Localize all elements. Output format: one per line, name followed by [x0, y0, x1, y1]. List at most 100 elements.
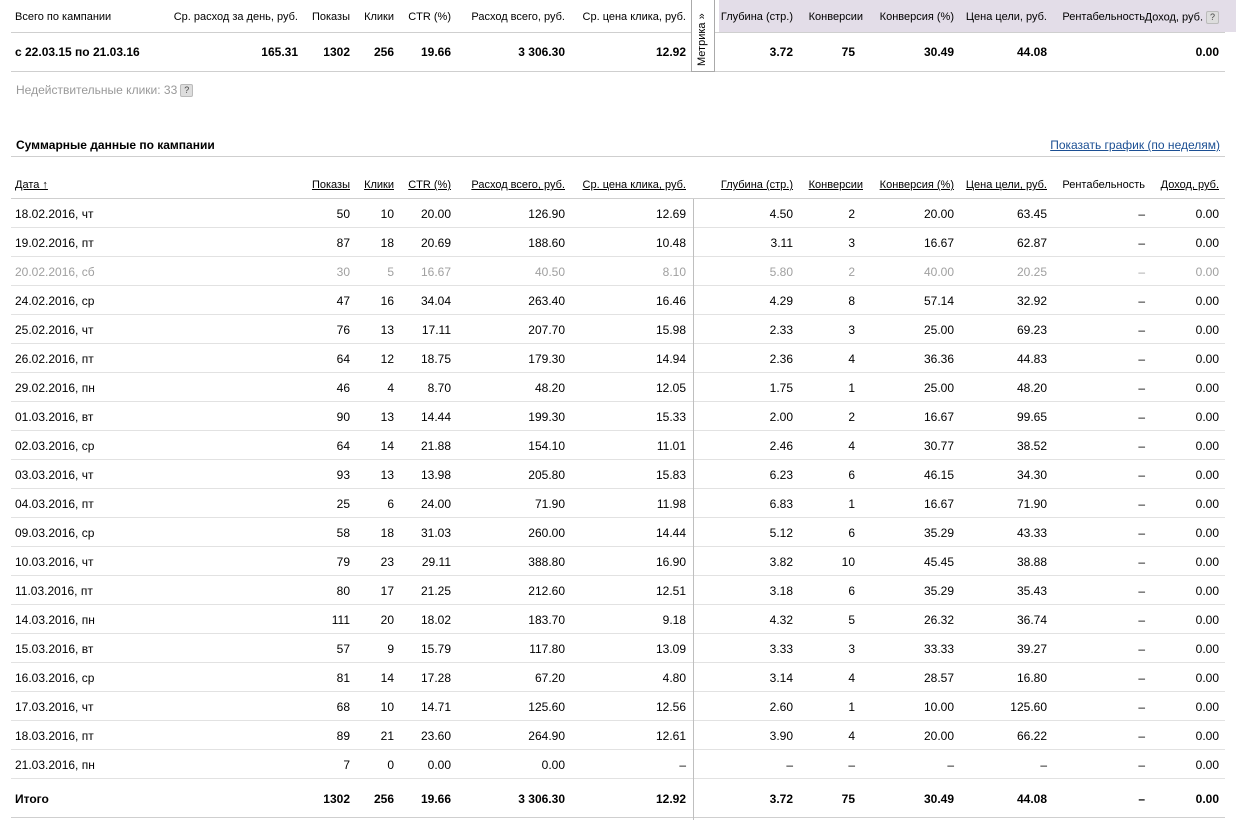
table-row: 04.03.2016, пт 25 6 24.00 71.90 11.98 6.83 1 16.…	[11, 489, 1225, 518]
cell-income: 0.00	[1195, 439, 1219, 453]
cell-clicks: 21	[380, 729, 394, 743]
col-header-total-spend[interactable]: Расход всего, руб.	[471, 179, 565, 191]
cell-clicks: 0	[387, 758, 394, 772]
cell-conversions: 3	[848, 236, 855, 250]
cell-income: 0.00	[1195, 642, 1219, 656]
cell-conv-rate: 16.67	[923, 410, 954, 424]
cell-goal-price: 99.65	[1016, 410, 1047, 424]
cell-conv-rate: 10.00	[923, 700, 954, 714]
metrika-toggle-tab[interactable]: Метрика »	[691, 0, 715, 72]
help-icon[interactable]: ?	[1206, 11, 1219, 24]
cell-profitability: –	[1138, 700, 1145, 714]
summary-income: 0.00	[1195, 45, 1219, 59]
col-header-avg-cpc[interactable]: Ср. цена клика, руб.	[582, 179, 686, 191]
cell-avg-cpc: –	[679, 758, 686, 772]
cell-conversions: 4	[848, 671, 855, 685]
cell-conversions: 4	[848, 352, 855, 366]
cell-income: 0.00	[1195, 236, 1219, 250]
cell-ctr: 17.28	[420, 671, 451, 685]
col-header-clicks[interactable]: Клики	[364, 179, 394, 191]
col-header-income[interactable]: Доход, руб.	[1160, 179, 1219, 191]
cell-impressions: 47	[336, 294, 350, 308]
cell-clicks: 6	[387, 497, 394, 511]
cell-conversions: 6	[848, 526, 855, 540]
cell-total-spend: 71.90	[534, 497, 565, 511]
col-header-conv-rate[interactable]: Конверсия (%)	[879, 179, 954, 191]
cell-conversions: 10	[841, 555, 855, 569]
col-header-ctr[interactable]: CTR (%)	[408, 179, 451, 191]
cell-profitability: –	[1138, 729, 1145, 743]
stats-table: Дата ↑ Показы Клики CTR (%) Расход всего…	[11, 170, 1225, 818]
cell-profitability: –	[1138, 526, 1145, 540]
help-icon[interactable]: ?	[180, 84, 194, 98]
cell-income: 0.00	[1195, 265, 1219, 279]
table-row: 11.03.2016, пт 80 17 21.25 212.60 12.51 3.18 6 3…	[11, 576, 1225, 605]
cell-income: 0.00	[1195, 497, 1219, 511]
cell-avg-cpc: 14.94	[655, 352, 686, 366]
cell-goal-price: 43.33	[1016, 526, 1047, 540]
col-header-conversions[interactable]: Конверсии	[808, 179, 863, 191]
cell-profitability: –	[1138, 381, 1145, 395]
cell-date: 18.03.2016, пт	[15, 729, 94, 743]
cell-depth: 3.11	[770, 236, 793, 250]
cell-avg-cpc: 12.61	[655, 729, 686, 743]
summary-header-avg-daily: Ср. расход за день, руб.	[173, 11, 298, 23]
cell-conversions: 5	[848, 613, 855, 627]
cell-impressions: 25	[336, 497, 350, 511]
cell-income: 0.00	[1195, 584, 1219, 598]
cell-date: 10.03.2016, чт	[15, 555, 94, 569]
cell-conversions: 3	[848, 323, 855, 337]
cell-total-spend: 263.40	[528, 294, 565, 308]
summary-header-income-label: Доход, руб.	[1144, 11, 1203, 24]
cell-depth: 3.82	[769, 555, 793, 569]
cell-impressions: 111	[331, 613, 350, 627]
summary-header-income: Доход, руб.?	[1145, 11, 1219, 24]
cell-conversions: 1	[848, 381, 855, 395]
cell-income: 0.00	[1195, 323, 1219, 337]
cell-goal-price: 34.30	[1016, 468, 1047, 482]
cell-date: 03.03.2016, чт	[15, 468, 94, 482]
cell-profitability: –	[1138, 642, 1145, 656]
cell-clicks: 23	[380, 555, 394, 569]
cell-profitability: –	[1138, 497, 1145, 511]
col-header-date[interactable]: Дата ↑	[15, 179, 48, 191]
show-chart-link[interactable]: Показать график (по неделям)	[1050, 138, 1220, 152]
cell-profitability: –	[1138, 207, 1145, 221]
cell-conv-rate: 33.33	[923, 642, 954, 656]
total-ctr: 19.66	[420, 792, 451, 806]
total-clicks: 256	[373, 792, 394, 806]
cell-avg-cpc: 12.69	[655, 207, 686, 221]
cell-date: 19.02.2016, пт	[15, 236, 94, 250]
cell-conversions: 6	[848, 584, 855, 598]
cell-conv-rate: 20.00	[923, 729, 954, 743]
summary-header-depth: Глубина (стр.)	[720, 11, 793, 23]
cell-clicks: 13	[380, 468, 394, 482]
cell-depth: 2.46	[769, 439, 793, 453]
cell-impressions: 46	[336, 381, 350, 395]
cell-avg-cpc: 11.01	[656, 439, 686, 453]
cell-conv-rate: 35.29	[923, 526, 954, 540]
cell-impressions: 7	[343, 758, 350, 772]
cell-goal-price: 62.87	[1016, 236, 1047, 250]
col-header-impressions[interactable]: Показы	[311, 179, 350, 191]
col-header-depth[interactable]: Глубина (стр.)	[720, 179, 793, 191]
cell-depth: 4.32	[769, 613, 793, 627]
cell-clicks: 10	[380, 207, 394, 221]
cell-depth: 5.12	[769, 526, 793, 540]
cell-conversions: 1	[848, 700, 855, 714]
cell-total-spend: 207.70	[528, 323, 565, 337]
cell-conv-rate: 25.00	[923, 381, 954, 395]
col-header-profitability: Рентабельность	[1062, 179, 1145, 191]
cell-date: 20.02.2016, сб	[15, 265, 95, 279]
cell-profitability: –	[1138, 410, 1145, 424]
cell-goal-price: 39.27	[1016, 642, 1047, 656]
cell-clicks: 12	[380, 352, 394, 366]
cell-ctr: 23.60	[420, 729, 451, 743]
cell-depth: 3.14	[769, 671, 793, 685]
cell-total-spend: 154.10	[528, 439, 565, 453]
cell-impressions: 64	[336, 352, 350, 366]
col-header-goal-price[interactable]: Цена цели, руб.	[965, 179, 1047, 191]
cell-goal-price: 20.25	[1016, 265, 1047, 279]
cell-ctr: 21.25	[420, 584, 451, 598]
